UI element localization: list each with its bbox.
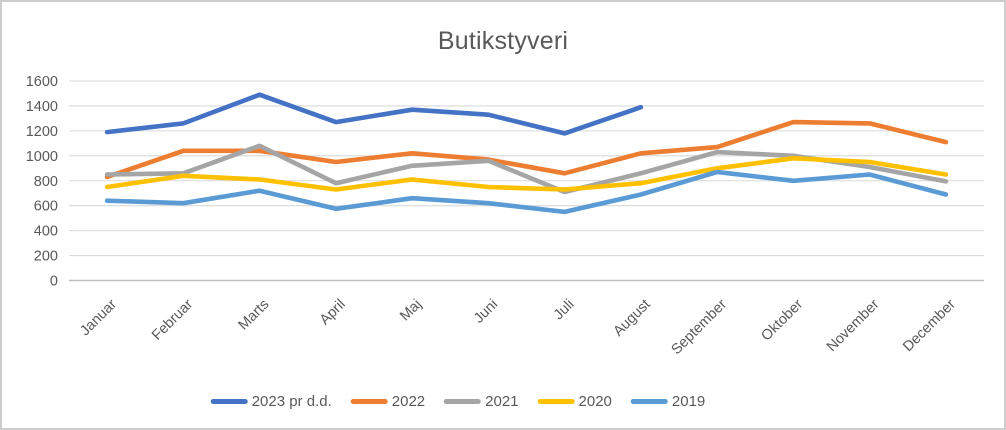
x-axis-label: Januar [77, 296, 120, 339]
legend-label: 2022 [391, 393, 426, 410]
series-line-2019 [104, 169, 949, 215]
x-axis-label: Maj [397, 297, 425, 325]
legend-swatch-2021 [444, 399, 482, 404]
legend-label: 2020 [578, 393, 612, 410]
legend-swatch-2023-pr-d-d [210, 399, 248, 404]
legend-item-2019: 2019 [630, 393, 706, 410]
x-axis-label: November [824, 296, 883, 355]
x-axis-label: Oktober [758, 296, 806, 344]
y-axis-label: 1000 [26, 149, 58, 165]
plot-area: 0 200 400 600 800 1000 1200 1400 1600 Januar Febru… [26, 74, 984, 358]
legend-swatch-2019 [630, 399, 668, 404]
y-axis-label: 200 [34, 249, 58, 265]
legend-swatch-2022 [350, 399, 388, 404]
legend-label: 2021 [485, 393, 519, 410]
y-axis-label: 1600 [26, 74, 58, 90]
x-axis-label: Juli [551, 297, 578, 324]
y-axis-label: 600 [34, 199, 58, 215]
x-axis-label: Marts [236, 297, 273, 334]
y-axis-label: 400 [34, 224, 58, 240]
legend-item-2020: 2020 [537, 393, 612, 410]
series-line-2023-pr-d-d [104, 92, 644, 136]
legend-label: 2019 [671, 393, 706, 410]
y-axis-label: 1400 [26, 99, 58, 115]
y-axis-label: 1200 [26, 124, 58, 140]
legend: 2023 pr d.d. 2022 2021 2020 2019 [210, 393, 706, 410]
legend-swatch-2020 [537, 399, 575, 404]
series-line-2020 [104, 156, 949, 192]
x-axis-label: Februar [149, 296, 196, 343]
legend-item-2022: 2022 [350, 393, 426, 410]
y-axis-label: 0 [50, 274, 58, 290]
legend-item-2023-pr-d-d: 2023 pr d.d. [210, 393, 332, 410]
legend-label: 2023 pr d.d. [251, 393, 332, 410]
x-axis-label: April [317, 297, 349, 329]
x-axis-label: Juni [471, 297, 501, 327]
x-axis-label: September [668, 296, 730, 358]
x-axis-label: August [610, 297, 653, 340]
legend-item-2021: 2021 [444, 393, 519, 410]
chart-title: Butikstyveri [437, 27, 569, 55]
y-axis-label: 800 [34, 174, 58, 190]
x-axis-label: December [900, 296, 959, 355]
